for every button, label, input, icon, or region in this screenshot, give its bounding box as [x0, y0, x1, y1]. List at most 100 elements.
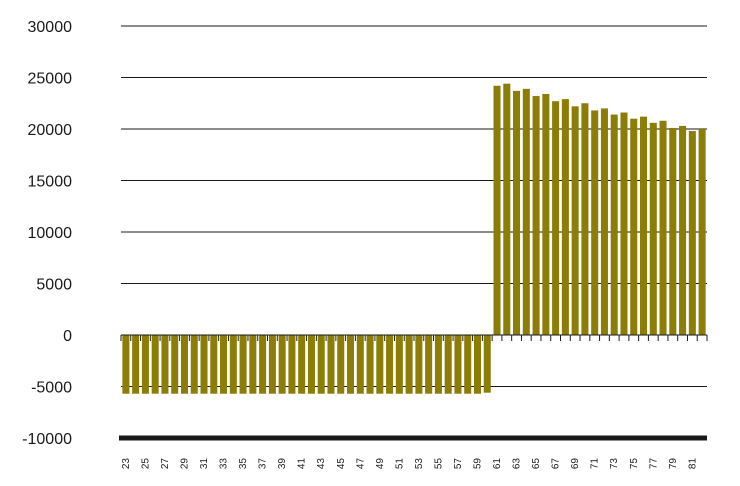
bar-43	[317, 335, 325, 394]
x-tick-label: 71	[590, 458, 601, 470]
y-tick-label: 20000	[28, 122, 73, 139]
bar-45	[337, 335, 345, 394]
bar-81	[688, 131, 696, 335]
gridlines	[121, 25, 707, 387]
bar-31	[200, 335, 208, 394]
bar-79	[669, 127, 677, 335]
x-tick-label: 65	[531, 458, 542, 470]
x-tick-label: 47	[355, 458, 366, 470]
bar-77	[649, 122, 657, 335]
bar-62	[503, 83, 511, 336]
bar-26	[151, 335, 159, 394]
bar-67	[552, 101, 560, 335]
x-tick-label: 75	[629, 458, 640, 470]
x-tick-label: 53	[414, 458, 425, 470]
bar-82	[698, 129, 706, 335]
x-tick-label: 45	[336, 458, 347, 470]
y-tick-label: 25000	[28, 71, 73, 88]
bar-52	[405, 335, 413, 394]
bar-49	[376, 335, 384, 394]
x-tick-label: 81	[687, 458, 698, 470]
y-tick-label: 10000	[28, 225, 73, 242]
bar-32	[210, 335, 218, 394]
x-tick-label: 43	[316, 458, 327, 470]
bar-72	[600, 108, 608, 336]
bar-34	[229, 335, 237, 394]
x-tick-label: 33	[219, 458, 230, 470]
bar-23	[122, 335, 130, 394]
bars	[122, 83, 706, 394]
bar-53	[415, 335, 423, 394]
bar-56	[444, 335, 452, 394]
bar-47	[356, 335, 364, 394]
y-tick-label: 0	[63, 328, 72, 345]
bar-69	[571, 106, 579, 335]
x-tick-label: 35	[238, 458, 249, 470]
bar-71	[591, 110, 599, 336]
bar-33	[220, 335, 228, 394]
x-tick-labels: 23 25 27 29 31 33 35 37 39 41 43 45 47 49 51 53 55 57 59 61…	[121, 458, 698, 470]
x-tick-label: 77	[648, 458, 659, 470]
bar-78	[659, 120, 667, 335]
bar-64	[522, 88, 530, 335]
y-tick-label: 30000	[28, 19, 73, 36]
bar-66	[542, 93, 550, 335]
x-tick-label: 61	[492, 458, 503, 470]
bar-51	[395, 335, 403, 394]
x-tick-label: 29	[179, 458, 190, 470]
x-tick-label: 31	[199, 458, 210, 470]
x-tick-label: 41	[297, 458, 308, 470]
axes	[119, 334, 708, 441]
x-tick-label: 39	[277, 458, 288, 470]
bar-38	[268, 335, 276, 394]
bar-80	[679, 125, 687, 335]
x-tick-label: 73	[609, 458, 620, 470]
bar-61	[493, 85, 501, 336]
x-tick-label: 69	[570, 458, 581, 470]
bar-73	[610, 114, 618, 335]
bar-63	[513, 90, 521, 335]
bar-60	[483, 335, 491, 393]
bar-42	[307, 335, 315, 394]
bar-70	[581, 103, 589, 335]
bar-44	[327, 335, 335, 394]
y-tick-label: 15000	[28, 174, 73, 191]
bar-57	[454, 335, 462, 394]
bar-46	[347, 335, 355, 394]
bar-27	[161, 335, 169, 394]
x-tick-label: 67	[551, 458, 562, 470]
y-tick-labels: 30000 25000 20000 15000 10000 5000 0 -5000 -1000…	[22, 19, 72, 448]
y-tick-label: 5000	[36, 277, 72, 294]
bar-35	[239, 335, 247, 394]
bar-29	[180, 335, 188, 394]
bar-37	[259, 335, 267, 394]
y-tick-label: -5000	[31, 380, 72, 397]
x-tick-label: 49	[375, 458, 386, 470]
bar-65	[532, 96, 540, 335]
bar-50	[386, 335, 394, 394]
bar-75	[630, 118, 638, 335]
x-tick-label: 57	[453, 458, 464, 470]
bar-76	[640, 116, 648, 335]
bar-24	[132, 335, 140, 394]
bar-39	[278, 335, 286, 394]
bar-68	[561, 99, 569, 335]
bar-54	[425, 335, 433, 394]
y-tick-label: -10000	[22, 431, 72, 448]
bar-40	[288, 335, 296, 394]
bar-36	[249, 335, 257, 394]
x-tick-label: 37	[258, 458, 269, 470]
bar-59	[473, 335, 481, 394]
x-tick-label: 59	[472, 458, 483, 470]
bar-58	[464, 335, 472, 394]
bar-25	[141, 335, 149, 394]
bar-41	[298, 335, 306, 394]
bar-55	[434, 335, 442, 394]
x-tick-label: 25	[140, 458, 151, 470]
x-tick-label: 23	[121, 458, 132, 470]
bar-28	[171, 335, 179, 394]
x-tick-label: 79	[668, 458, 679, 470]
bar-48	[366, 335, 374, 394]
x-tick-label: 51	[394, 458, 405, 470]
